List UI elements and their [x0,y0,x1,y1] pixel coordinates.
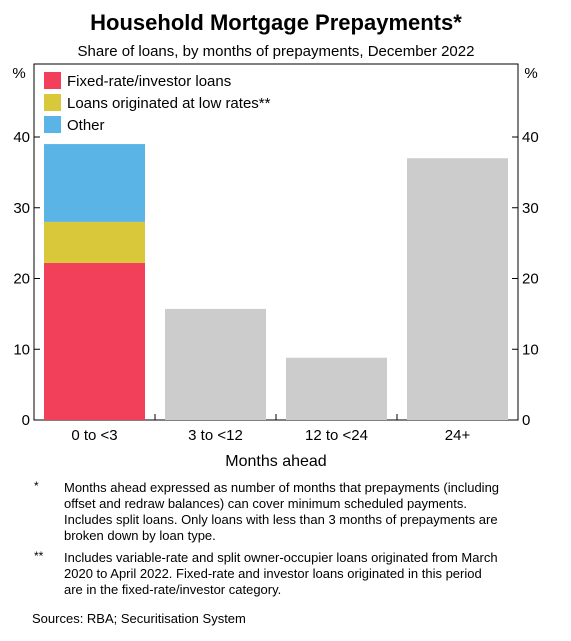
y-tick-label-left: 40 [13,129,30,146]
bar-segment [286,357,387,420]
x-tick-label: 12 to <24 [305,427,368,444]
y-tick-label-left: 30 [13,200,30,217]
legend-label: Other [67,117,105,134]
y-tick-label-left: 0 [22,412,30,429]
bar-segment [44,262,145,420]
legend-swatch [44,94,61,111]
footnote-marker: ** [34,549,44,563]
x-axis-title: Months ahead [225,453,326,470]
bar-segment [44,221,145,263]
legend-label: Loans originated at low rates** [67,95,271,112]
y-tick-label-left: 10 [13,341,30,358]
legend: Fixed-rate/investor loans Loans originate… [44,72,271,134]
left-unit-label: % [12,65,25,82]
y-tick-label-right: 30 [522,200,539,217]
x-tick-label: 3 to <12 [188,427,243,444]
chart: Household Mortgage Prepayments* Share of… [12,10,538,470]
footnotes: * Months ahead expressed as number of mo… [0,479,571,604]
right-unit-label: % [524,65,537,82]
legend-swatch [44,116,61,133]
x-axis-ticks: 0 to <3 3 to <12 12 to <24 24+ [71,414,470,444]
bar-segment [165,308,266,420]
x-tick-label: 0 to <3 [71,427,117,444]
footnote-marker: * [34,479,39,493]
source-note: Sources: RBA; Securitisation System [32,611,246,626]
bar-segment [407,158,508,420]
bar-segment [44,144,145,222]
y-tick-label-right: 10 [522,341,539,358]
y-tick-label-right: 40 [522,129,539,146]
legend-label: Fixed-rate/investor loans [67,73,231,90]
y-tick-label-right: 20 [522,271,539,288]
bars [44,144,508,420]
y-tick-label-right: 0 [522,412,530,429]
legend-swatch [44,72,61,89]
footnote-text: Months ahead expressed as number of mont… [64,480,500,543]
chart-subtitle: Share of loans, by months of prepayments… [78,43,475,60]
y-axis-ticks: 0 0 10 10 20 20 30 30 40 40 [13,129,538,429]
chart-title: Household Mortgage Prepayments* [90,10,462,35]
footnote-2: ** Includes variable-rate and split owne… [0,549,504,598]
x-tick-label: 24+ [445,427,471,444]
footnote-1: * Months ahead expressed as number of mo… [0,479,504,544]
y-tick-label-left: 20 [13,271,30,288]
footnote-text: Includes variable-rate and split owner-o… [64,550,498,597]
